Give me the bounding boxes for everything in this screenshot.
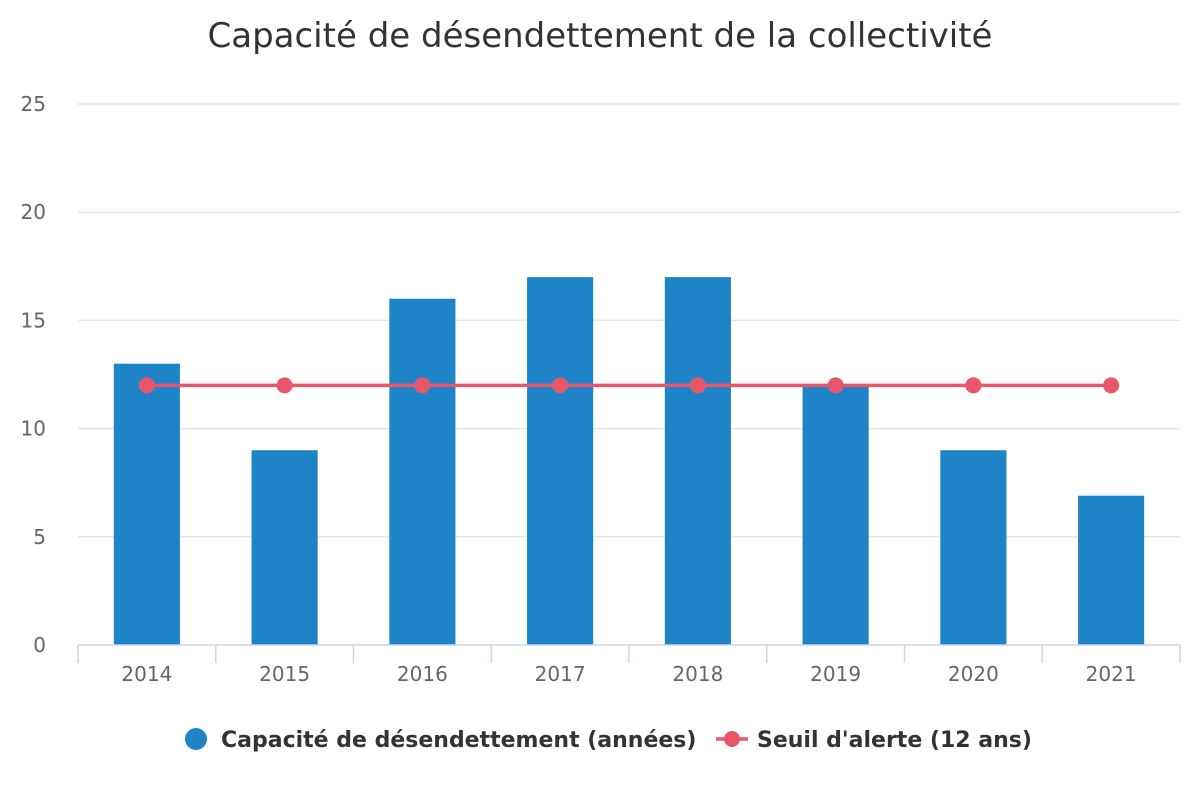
x-axis xyxy=(77,644,1181,663)
threshold-point-2015[interactable] xyxy=(276,377,293,394)
bar-2021[interactable] xyxy=(1078,495,1145,645)
legend[interactable]: Capacité de désendettement (années) Seui… xyxy=(185,728,1032,753)
x-tick-label: 2014 xyxy=(121,662,172,686)
x-tick-label: 2017 xyxy=(535,662,586,686)
y-tick-label: 20 xyxy=(21,200,46,224)
bar-2019[interactable] xyxy=(802,385,869,645)
bar-2015[interactable] xyxy=(251,450,318,645)
y-tick-label: 5 xyxy=(33,525,46,549)
y-tick-label: 10 xyxy=(21,417,46,441)
threshold-point-2014[interactable] xyxy=(138,377,155,394)
y-tick-label: 0 xyxy=(33,633,46,657)
chart-title: Capacité de désendettement de la collect… xyxy=(208,16,993,56)
legend-item-line[interactable]: Seuil d'alerte (12 ans) xyxy=(716,728,1032,753)
x-tick-label: 2016 xyxy=(397,662,448,686)
x-tick-label: 2018 xyxy=(672,662,723,686)
bar-2018[interactable] xyxy=(664,277,731,645)
legend-item-bars[interactable]: Capacité de désendettement (années) xyxy=(185,728,696,753)
x-tick-label: 2019 xyxy=(810,662,861,686)
legend-line-marker xyxy=(724,731,740,747)
x-tick-label: 2020 xyxy=(948,662,999,686)
bar-2020[interactable] xyxy=(940,450,1007,645)
x-tick-label: 2015 xyxy=(259,662,310,686)
threshold-point-2016[interactable] xyxy=(414,377,431,394)
gridlines xyxy=(78,103,1180,538)
threshold-point-2019[interactable] xyxy=(827,377,844,394)
y-tick-label: 15 xyxy=(21,308,46,332)
bar-2016[interactable] xyxy=(389,298,456,645)
bar-2014[interactable] xyxy=(113,363,180,645)
threshold-point-2020[interactable] xyxy=(965,377,982,394)
line-series xyxy=(138,377,1120,394)
threshold-point-2021[interactable] xyxy=(1103,377,1120,394)
y-axis-ticks: 0 5 10 15 20 25 xyxy=(21,92,46,657)
y-tick-label: 25 xyxy=(21,92,46,116)
legend-bar-marker xyxy=(185,728,207,750)
bar-series xyxy=(113,277,1145,645)
x-axis-ticks: 2014 2015 2016 2017 2018 2019 2020 2021 xyxy=(121,662,1136,686)
threshold-point-2017[interactable] xyxy=(552,377,569,394)
x-tick-label: 2021 xyxy=(1086,662,1137,686)
bar-2017[interactable] xyxy=(527,277,594,645)
legend-line-label: Seuil d'alerte (12 ans) xyxy=(757,728,1032,753)
legend-bar-label: Capacité de désendettement (années) xyxy=(221,728,696,753)
threshold-point-2018[interactable] xyxy=(689,377,706,394)
